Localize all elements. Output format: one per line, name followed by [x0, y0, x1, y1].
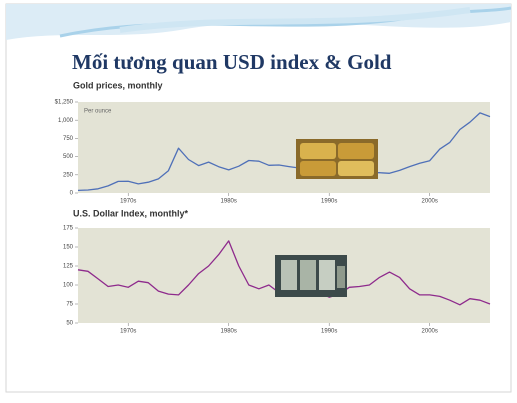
- slide-frame: [5, 3, 512, 393]
- x-tick-label: 2000s: [422, 329, 438, 335]
- y-tick-label: 250: [63, 172, 74, 178]
- y-tick-label: $1,250: [55, 100, 74, 106]
- x-tick-label: 1980s: [221, 199, 237, 205]
- x-tick-label: 1970s: [120, 329, 136, 335]
- x-tick-label: 2000s: [422, 199, 438, 205]
- y-tick-label: 100: [63, 283, 74, 289]
- chart-title: Gold prices, monthly: [73, 80, 163, 90]
- gold-bars-image: [296, 139, 378, 179]
- y-tick-label: 750: [63, 136, 74, 142]
- y-tick-label: 175: [63, 226, 74, 232]
- chart-title: U.S. Dollar Index, monthly*: [73, 208, 189, 218]
- slide-title: Mối tương quan USD index & Gold: [72, 50, 392, 74]
- y-tick-label: 1,000: [58, 118, 74, 124]
- x-tick-label: 1980s: [221, 329, 237, 335]
- y-tick-label: 50: [66, 321, 73, 327]
- y-tick-label: 150: [63, 245, 74, 251]
- x-tick-label: 1990s: [321, 199, 337, 205]
- y-tick-label: 125: [63, 264, 74, 270]
- series-line: [77, 112, 491, 192]
- y-tick-label: 0: [70, 191, 74, 197]
- y-tick-label: 75: [66, 302, 73, 308]
- annotation: Per ounce: [84, 109, 112, 115]
- x-tick-label: 1990s: [321, 329, 337, 335]
- y-tick-label: 500: [63, 154, 74, 160]
- header-wave-line: [119, 7, 471, 33]
- x-tick-label: 1970s: [120, 199, 136, 205]
- dollar-bills-image: [275, 255, 347, 297]
- plot-area: [78, 102, 490, 193]
